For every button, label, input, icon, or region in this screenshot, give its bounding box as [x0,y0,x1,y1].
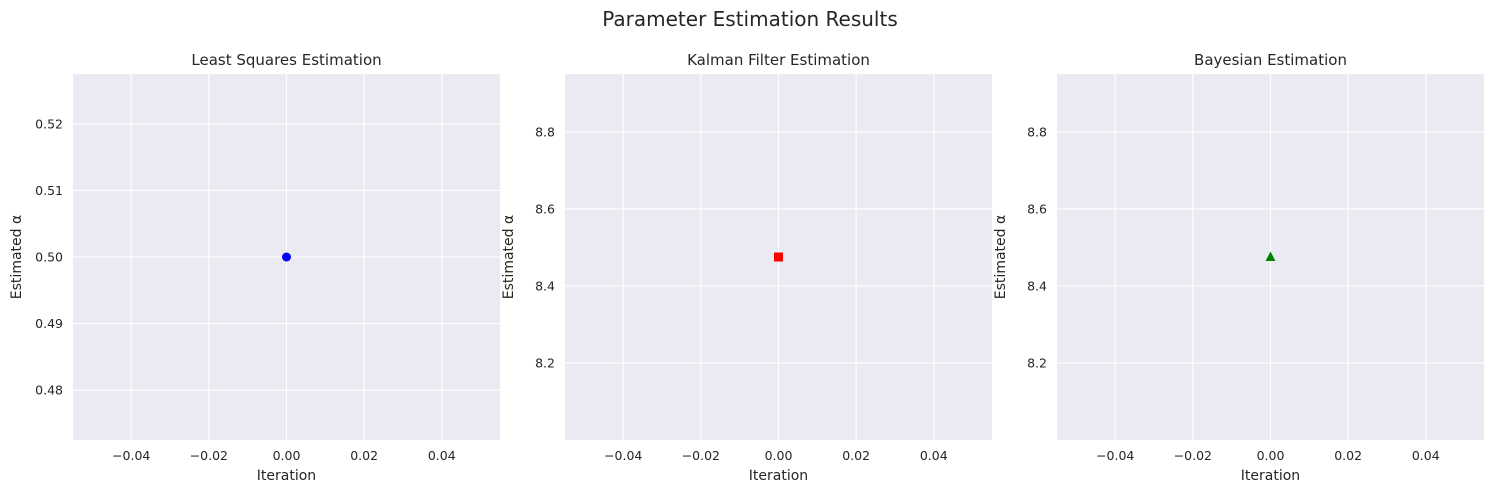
y-tick-label: 0.51 [35,183,63,198]
x-tick-label: −0.04 [1096,448,1134,463]
x-tick-label: 0.04 [428,448,456,463]
x-tick-label: 0.02 [350,448,378,463]
y-axis-label: Estimated α [9,215,25,299]
data-point [1265,251,1276,261]
x-tick-label: 0.00 [765,448,793,463]
x-tick-label: −0.02 [682,448,720,463]
x-tick-label: 0.00 [1257,448,1285,463]
x-tick-label: −0.04 [604,448,642,463]
subplot-title: Kalman Filter Estimation [687,51,870,69]
y-tick-label: 0.48 [35,383,63,398]
subplot-kalman-filter: −0.04 −0.02 0.00 0.02 0.04 8.2 8.4 8.6 8.8 Kalman… [501,51,992,484]
x-axis-label: Iteration [257,468,316,484]
y-tick-label: 8.2 [535,355,555,370]
x-tick-label: 0.00 [273,448,301,463]
y-tick-label: 8.6 [1027,201,1047,216]
y-axis-label: Estimated α [993,215,1009,299]
x-axis-label: Iteration [1241,468,1300,484]
y-tick-label: 0.52 [35,116,63,131]
y-tick-label: 8.8 [1027,124,1047,139]
y-tick-label: 8.2 [1027,355,1047,370]
y-tick-label: 0.50 [35,250,63,265]
x-tick-label: 0.02 [842,448,870,463]
y-axis-label: Estimated α [501,215,517,299]
x-axis-label: Iteration [749,468,808,484]
x-tick-label: −0.02 [190,448,228,463]
y-tick-label: 8.4 [1027,278,1047,293]
y-tick-label: 8.6 [535,201,555,216]
y-tick-label: 0.49 [35,316,63,331]
subplot-title: Bayesian Estimation [1194,51,1347,69]
x-tick-label: 0.04 [1412,448,1440,463]
x-tick-label: −0.04 [112,448,150,463]
y-tick-label: 8.4 [535,278,555,293]
data-point [282,252,291,262]
x-tick-label: 0.04 [920,448,948,463]
data-point [774,252,783,262]
x-tick-label: −0.02 [1174,448,1212,463]
y-tick-label: 8.8 [535,124,555,139]
subplot-bayesian: −0.04 −0.02 0.00 0.02 0.04 8.2 8.4 8.6 8.8 Bayesi… [993,51,1484,484]
subplot-least-squares: −0.04 −0.02 0.00 0.02 0.04 0.48 0.49 0.50 0.51 0.… [9,51,500,484]
x-tick-label: 0.02 [1334,448,1362,463]
subplot-title: Least Squares Estimation [191,51,381,69]
figure-title: Parameter Estimation Results [602,7,898,31]
